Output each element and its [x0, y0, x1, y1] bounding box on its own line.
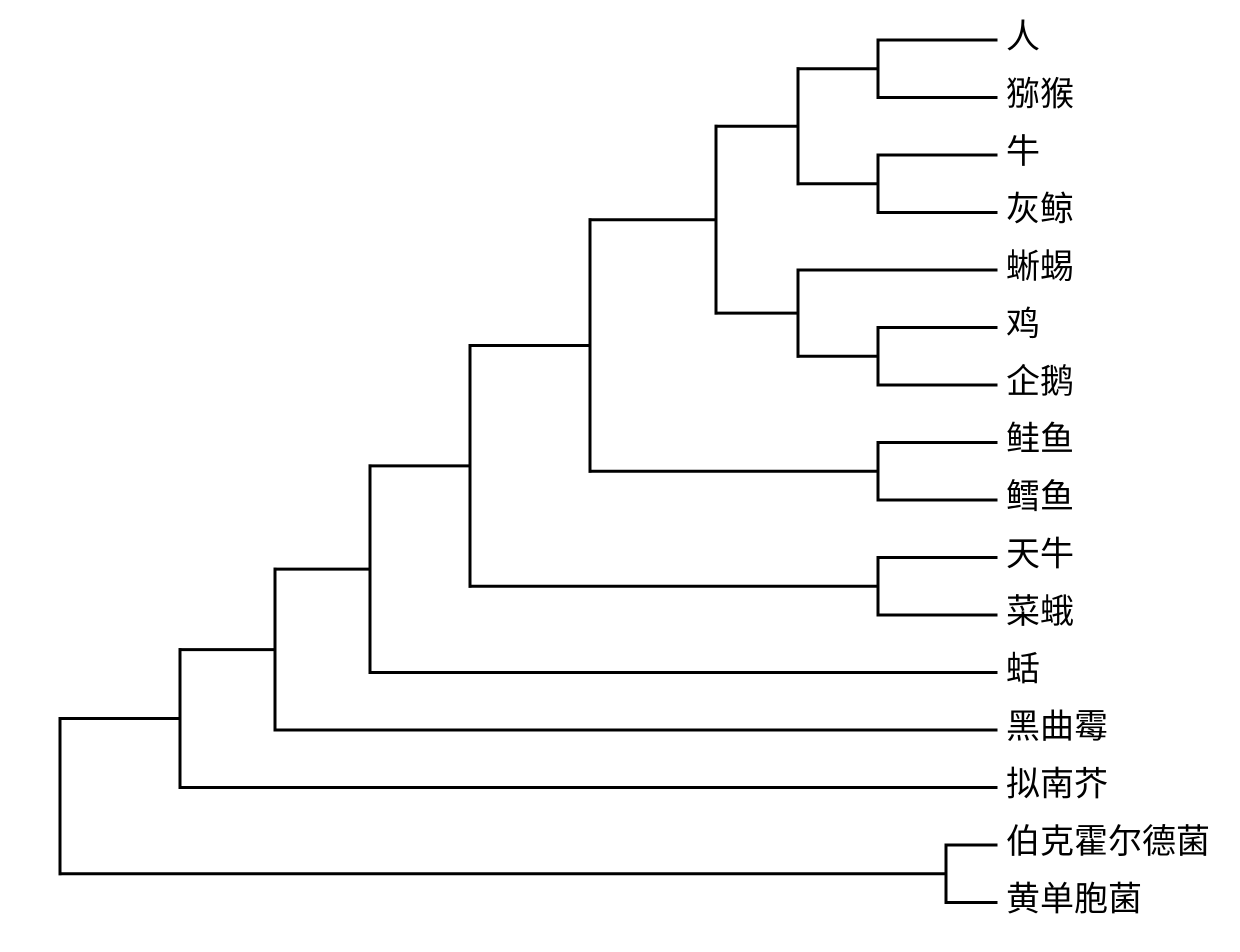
taxon-label: 企鹅 [1006, 363, 1074, 401]
taxon-label: 蜥蜴 [1006, 248, 1074, 286]
taxon-label: 拟南芥 [1006, 765, 1108, 803]
taxon-label: 鸡 [1006, 305, 1040, 343]
taxon-label: 鲑鱼 [1006, 420, 1074, 458]
taxon-label: 鳕鱼 [1006, 478, 1074, 516]
taxon-label: 灰鲸 [1006, 190, 1074, 228]
taxon-label: 菜蛾 [1006, 593, 1074, 631]
taxon-label: 黑曲霉 [1006, 709, 1108, 746]
taxon-label: 蛞 [1006, 650, 1040, 688]
taxon-label: 黄单胞菌 [1006, 880, 1142, 918]
taxon-label: 天牛 [1006, 535, 1074, 573]
taxon-label: 伯克霍尔德菌 [1006, 823, 1210, 861]
taxon-label: 猕猴 [1006, 76, 1074, 113]
taxon-label: 人 [1006, 19, 1040, 56]
taxon-label: 牛 [1006, 133, 1040, 171]
phylogenetic-tree: 人猕猴牛灰鲸蜥蜴鸡企鹅鲑鱼鳕鱼天牛菜蛾蛞黑曲霉拟南芥伯克霍尔德菌黄单胞菌 [0, 0, 1240, 952]
